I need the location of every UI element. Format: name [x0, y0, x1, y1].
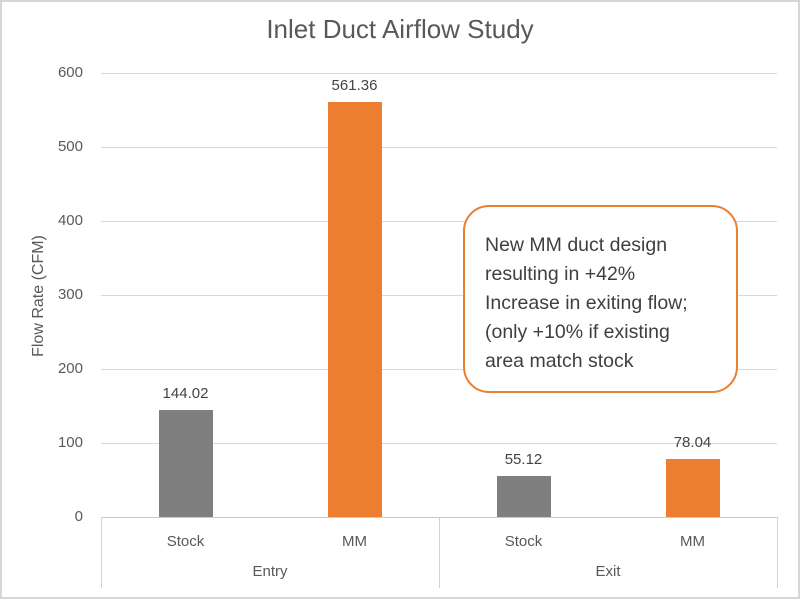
chart-title: Inlet Duct Airflow Study [266, 14, 534, 44]
callout-line: area match stock [485, 350, 634, 372]
axis-separator [438, 517, 440, 588]
callout-box: New MM duct design resulting in +42% Inc… [463, 205, 738, 393]
axis-separator [776, 517, 778, 588]
y-tick-label: 200 [57, 360, 83, 377]
category-label: Stock [166, 533, 205, 550]
gridline [101, 368, 777, 370]
y-tick-label: 0 [74, 508, 83, 525]
gridline [101, 220, 777, 222]
bar-exit-mm [665, 459, 720, 517]
callout-line: (only +10% if existing [485, 321, 670, 343]
bar-value-label: 55.12 [504, 451, 543, 469]
bar-value-label: 561.36 [331, 76, 378, 94]
y-tick-label: 300 [57, 286, 83, 303]
y-tick-label: 100 [57, 434, 83, 451]
y-tick-label: 400 [57, 212, 83, 229]
group-label: Entry [252, 563, 288, 580]
bar-value-label: 78.04 [673, 434, 712, 452]
bar-entry-mm [327, 101, 382, 517]
axis-separator [100, 517, 102, 588]
category-label: MM [680, 533, 705, 550]
bar-entry-stock [158, 410, 213, 517]
group-label: Exit [595, 563, 621, 580]
y-tick-label: 600 [57, 64, 83, 81]
callout-line: resulting in +42% [485, 263, 636, 285]
callout-line: New MM duct design [485, 234, 668, 256]
gridline [101, 72, 777, 74]
category-label: MM [342, 533, 367, 550]
y-tick-label: 500 [57, 138, 83, 155]
category-label: Stock [504, 533, 543, 550]
gridline [101, 442, 777, 444]
gridline [101, 146, 777, 148]
bar-exit-stock [496, 476, 551, 517]
callout-line: Increase in exiting flow; [485, 292, 688, 314]
bar-value-label: 144.02 [162, 385, 209, 403]
gridline [101, 294, 777, 296]
